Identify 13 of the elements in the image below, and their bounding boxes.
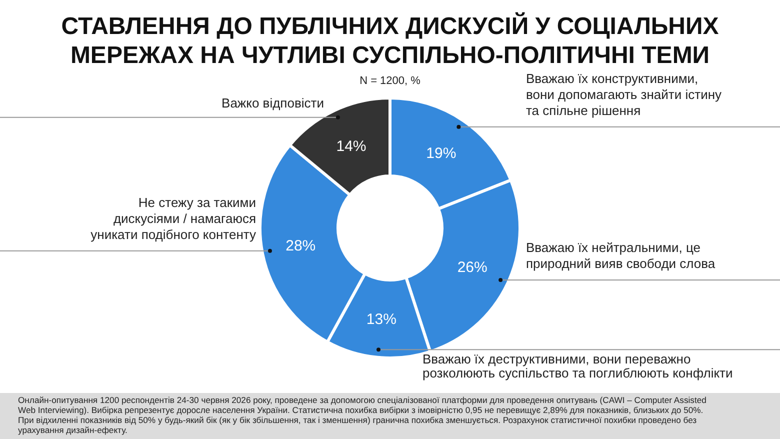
text: Онлайн-опитування 1200 респондентів 24-30 червня 2026 року, проведене за допомогою спеціалізованої платформи для проведення опитувань (CAWI – Computer Assisted Web Interviewing). Вибірка репрезентує доросле населення України. Статистична похибка вибірки з імовірністю 0,95 не перевищує 2,89% для показників, близьких до 50%. При відхиленні показників від 50% у будь-який бік (як у бік збільшення, так і зменшення) гранична похибка зменшується. Розрахунок статистичної похибки проведено без урахування дизайн-ефекту. <box>18 395 707 435</box>
slice-label: Вважаю їх конструктивними, вони допомагають знайти істину та спільне рішення <box>526 70 722 118</box>
chart-title: СТАВЛЕННЯ ДО ПУБЛІЧНИХ ДИСКУСІЙ У СОЦІАЛЬНИХ МЕРЕЖАХ НА ЧУТЛИВІ СУСПІЛЬНО-ПОЛІТИЧНІ ТЕМИ <box>61 12 719 69</box>
slice-label: Вважаю їх нейтральними, це природний вияв свободи слова <box>526 240 716 272</box>
slice-label: Вважаю їх деструктивними, вони переважно розколюють суспільство та поглиблюють конфлікти <box>422 352 733 381</box>
slice-label: Не стежу за такими дискусіями / намагаюся уникати подібного контенту <box>90 194 256 242</box>
data-label: 14% <box>336 138 366 155</box>
chart-subtitle: N = 1200, % <box>360 75 421 87</box>
data-label: 19% <box>426 144 456 162</box>
data-label: 13% <box>366 310 396 328</box>
slice-label: Важко відповісти <box>222 95 324 110</box>
data-label: 28% <box>286 237 316 254</box>
data-label: 26% <box>457 258 488 276</box>
